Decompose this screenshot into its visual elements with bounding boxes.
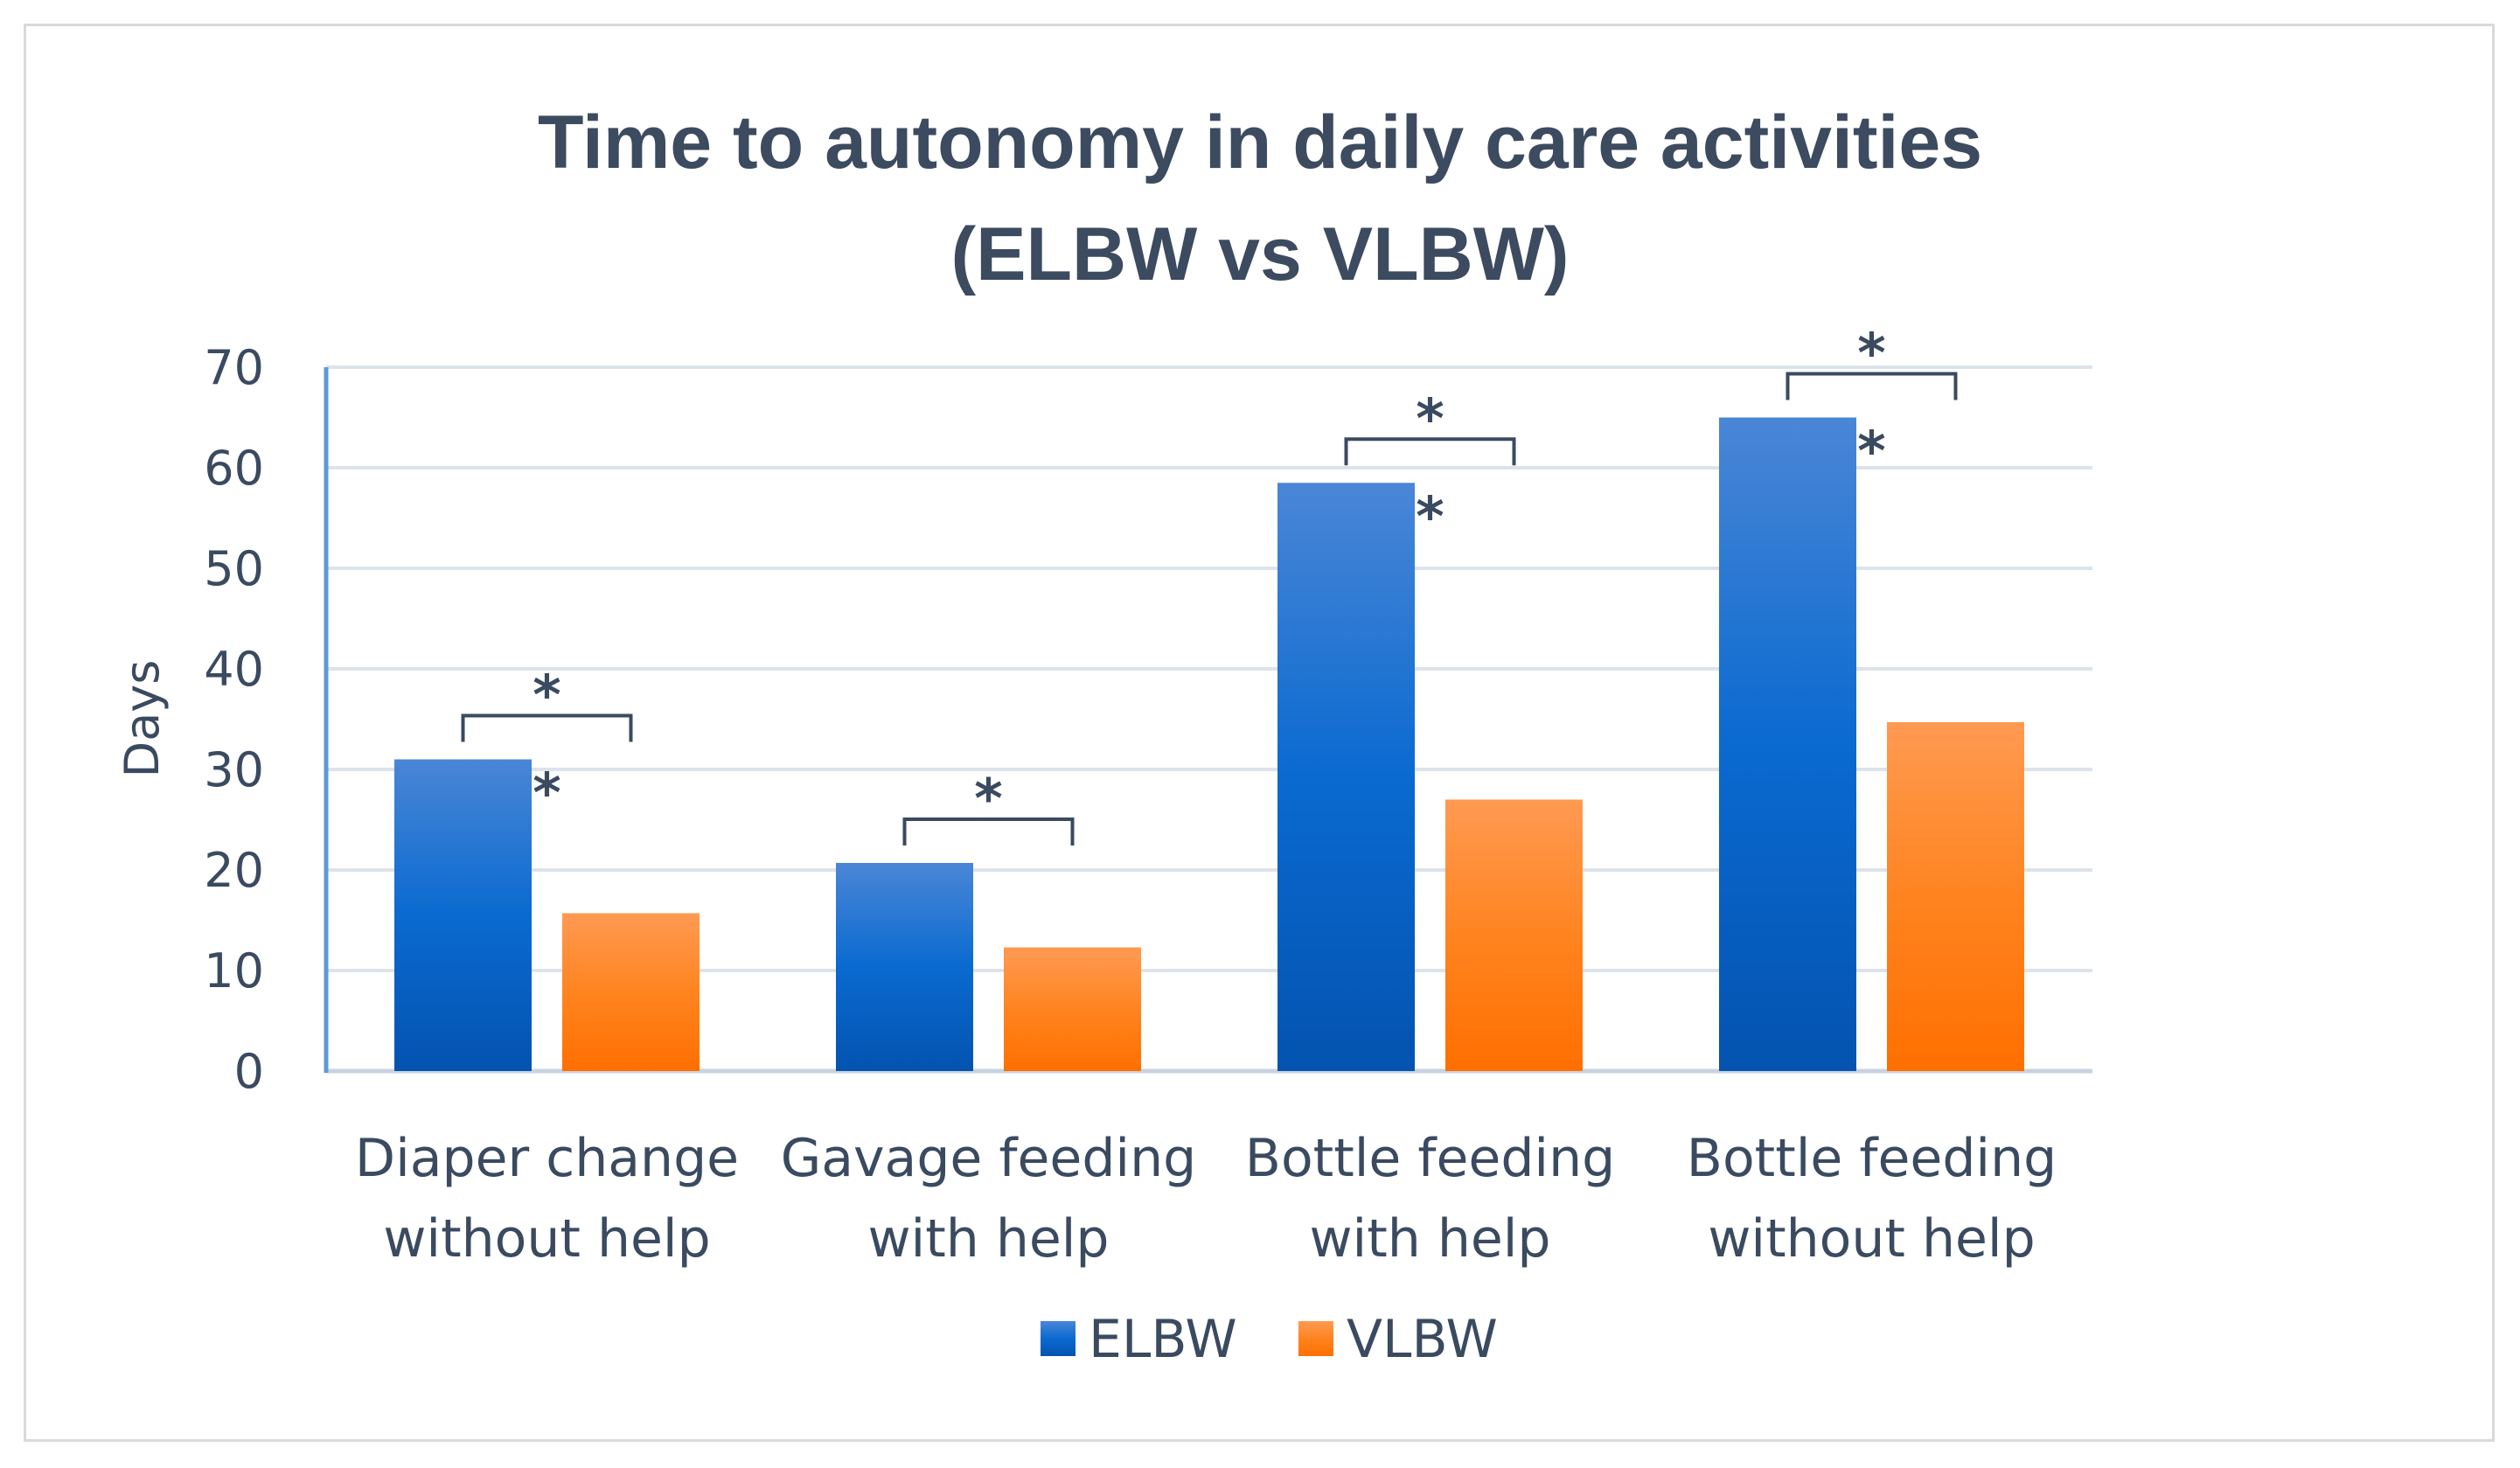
bar-elbw <box>1277 483 1415 1071</box>
category-label-line2: with help <box>867 1208 1109 1270</box>
y-tick-label: 50 <box>204 541 264 596</box>
bar-vlbw <box>1004 947 1141 1071</box>
y-axis-label: Days <box>115 660 170 778</box>
legend-label-elbw: ELBW <box>1089 1309 1237 1370</box>
significance-star: * <box>1857 322 1885 386</box>
y-tick-label: 60 <box>204 441 264 496</box>
category-labels: Diaper change without help Gavage feeding w… <box>355 1128 2057 1270</box>
category-label-line1: Gavage feeding <box>781 1128 1196 1189</box>
significance-star: * <box>1416 484 1444 548</box>
significance-bracket <box>1786 372 1958 400</box>
y-tick-label: 40 <box>204 642 264 697</box>
category-label-line2: without help <box>383 1208 710 1270</box>
bars <box>394 417 2024 1071</box>
category-label-line1: Diaper change <box>355 1128 739 1189</box>
y-tick-label: 30 <box>204 742 264 797</box>
bar-elbw <box>836 862 973 1071</box>
bar-elbw <box>1719 417 1856 1071</box>
legend-swatch-elbw <box>1041 1321 1076 1356</box>
legend-label-vlbw: VLBW <box>1347 1309 1498 1370</box>
legend: ELBW VLBW <box>1041 1309 1498 1370</box>
chart-title-line2: (ELBW vs VLBW) <box>950 212 1569 296</box>
y-tick-label: 20 <box>204 843 264 898</box>
significance-star: * <box>1416 386 1444 450</box>
y-tick-label: 70 <box>204 340 264 395</box>
chart-title-line1: Time to autonomy in daily care activitie… <box>538 101 1982 184</box>
chart-frame <box>24 24 2495 1442</box>
significance-bracket <box>461 713 633 742</box>
bar-vlbw <box>562 913 700 1071</box>
significance-star: * <box>974 767 1002 831</box>
significance-star: * <box>1857 420 1885 484</box>
bar-vlbw <box>1445 799 1583 1071</box>
significance-star: * <box>533 664 560 727</box>
y-tick-labels: 0 10 20 30 40 50 60 70 <box>204 340 264 1099</box>
category-label-line1: Bottle feeding <box>1245 1128 1615 1189</box>
significance-bracket <box>902 817 1075 845</box>
significance-bracket <box>1344 437 1516 466</box>
y-tick-label: 10 <box>204 943 264 998</box>
category-label-line2: with help <box>1309 1208 1550 1270</box>
y-tick-label: 0 <box>234 1044 264 1099</box>
category-label-line2: without help <box>1708 1208 2035 1270</box>
bar-elbw <box>394 759 532 1071</box>
category-label-line1: Bottle feeding <box>1687 1128 2057 1189</box>
significance-markers: * * * * * * * <box>461 322 1958 845</box>
legend-swatch-vlbw <box>1298 1321 1333 1356</box>
bar-vlbw <box>1887 721 2024 1071</box>
significance-star: * <box>533 762 560 825</box>
